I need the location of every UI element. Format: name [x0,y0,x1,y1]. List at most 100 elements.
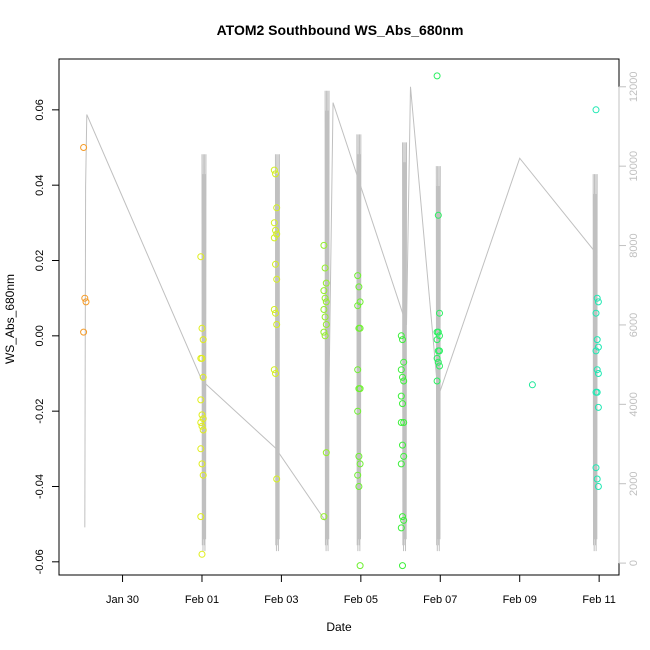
data-point [354,407,362,415]
secondary-dense-block [592,174,598,552]
data-point [80,144,88,151]
data-point [199,415,207,423]
y-tick-label: -0.06 [34,549,46,574]
data-point [198,411,206,419]
y-tick-label: -0.02 [34,399,46,424]
data-point [270,219,278,227]
data-point [400,452,408,460]
data-point [399,336,406,344]
data-point [321,313,329,321]
data-point [433,354,441,362]
data-point [321,294,329,302]
data-point [400,358,408,366]
data-point [199,336,207,344]
data-point [198,422,206,430]
data-point [272,260,279,268]
data-point [397,460,405,468]
data-point [320,328,328,336]
x-tick-label: Feb 09 [503,594,537,606]
data-point [198,550,206,558]
data-point [354,272,362,280]
data-point [397,366,405,374]
data-point [355,452,363,460]
data-point [355,483,363,490]
data-point [272,370,279,377]
data-point [436,362,443,370]
x-tick-label: Feb 01 [185,594,219,606]
data-point [197,396,205,404]
data-point [434,328,442,336]
data-point [434,358,442,366]
data-point [320,287,328,295]
y-tick-label: 0.02 [34,250,46,271]
data-point [593,366,601,374]
data-point [273,321,281,328]
data-point [321,332,329,340]
plot-area-border [58,58,620,576]
y2-tick-label: 10000 [628,151,640,182]
data-point [433,336,441,344]
data-point [434,211,442,219]
x-axis-label: Date [326,620,352,634]
data-point [197,419,205,426]
data-point [270,166,278,174]
data-point [322,449,330,457]
data-point [354,471,362,479]
y-axis-label: WS_Abs_680nm [3,274,17,364]
data-point [356,298,364,306]
data-point [273,230,281,238]
y-tick-label: -0.04 [34,474,46,499]
data-point [436,309,443,317]
data-point [321,264,329,272]
data-point [397,524,405,532]
x-tick-label: Jan 30 [106,594,139,606]
data-point [399,373,406,381]
data-point [399,513,406,521]
secondary-dense-block [435,166,441,552]
data-point [80,328,88,336]
data-point [400,516,408,524]
data-point [272,226,279,234]
secondary-y-axis: 0 2000 4000 6000 8000 10000 12000 [618,71,640,566]
x-tick-label: Feb 03 [264,594,298,606]
data-point [199,426,207,434]
y2-tick-label: 0 [628,560,640,566]
data-point [397,392,405,400]
data-point [592,347,600,355]
chart-title: ATOM2 Southbound WS_Abs_680nm [217,22,464,38]
y2-tick-label: 4000 [628,392,640,416]
data-point [433,72,441,80]
data-point [82,298,90,306]
data-point [594,403,602,411]
data-point [273,275,281,283]
data-point [354,366,362,374]
secondary-dense-block [402,142,408,552]
y-tick-label: 0.06 [34,99,46,120]
data-point [593,294,601,302]
data-point [270,366,278,374]
data-point [197,253,205,261]
y-tick-label: 0.00 [34,325,46,346]
data-point [436,347,443,355]
data-point [272,170,279,178]
x-tick-label: Feb 07 [423,594,457,606]
data-point [199,373,207,381]
data-point [356,324,364,332]
secondary-dense-block [356,134,362,552]
data-point [273,475,281,483]
data-point [270,234,278,242]
data-point [400,419,408,426]
data-point [320,306,328,313]
x-tick-label: Feb 11 [582,594,615,606]
data-point [436,332,443,340]
data-point [270,306,278,313]
data-point [397,332,405,340]
x-tick-label: Feb 05 [344,594,378,606]
secondary-dense-block [324,90,330,552]
y2-tick-label: 2000 [628,471,640,495]
y2-tick-label: 12000 [628,71,640,102]
data-point [355,283,363,291]
data-point [320,513,328,521]
secondary-dense-block [274,154,280,552]
